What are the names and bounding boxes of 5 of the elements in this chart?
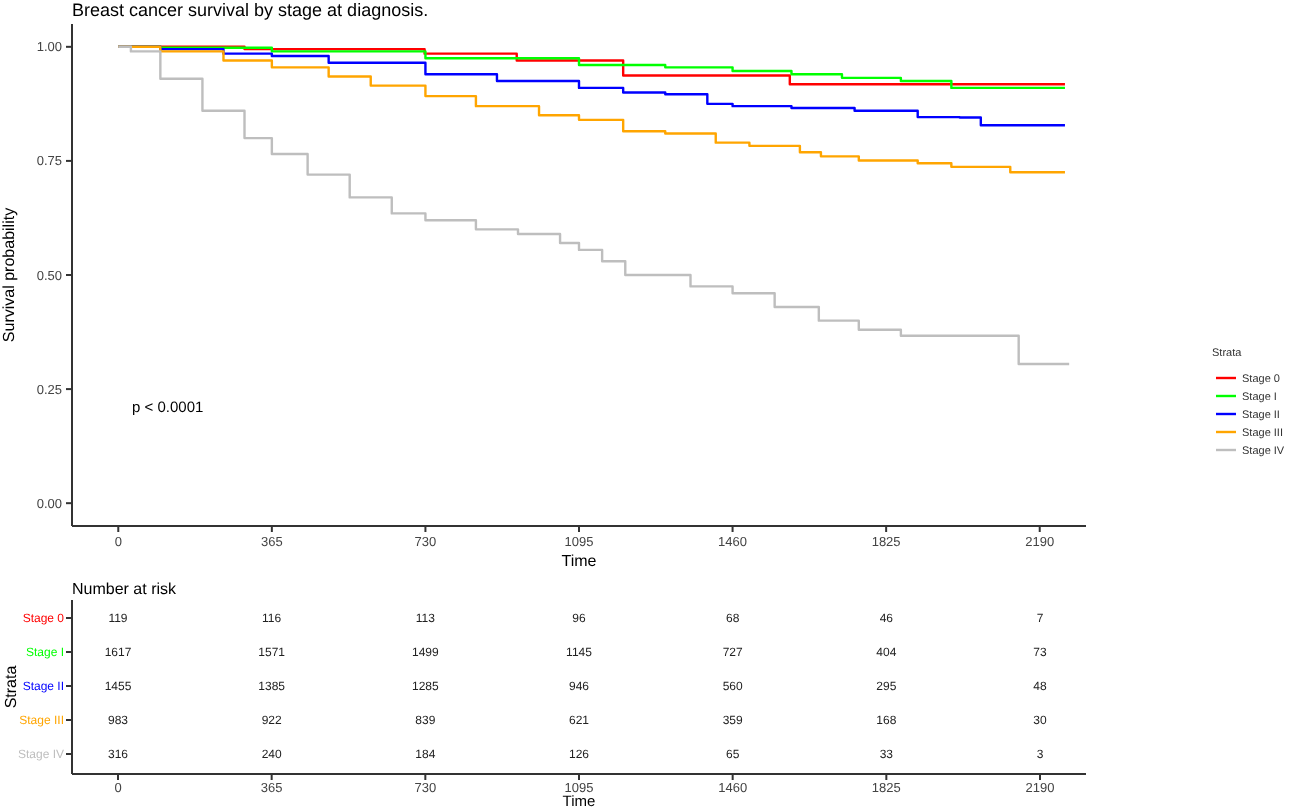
y-axis-title: Survival probability <box>0 207 18 343</box>
x-axis-title: Time <box>561 552 598 570</box>
y-axis-title: Strata <box>2 664 20 709</box>
chart-title: Number at risk <box>72 580 179 598</box>
chart-title: Breast cancer survival by stage at diagnosis. <box>72 0 429 20</box>
